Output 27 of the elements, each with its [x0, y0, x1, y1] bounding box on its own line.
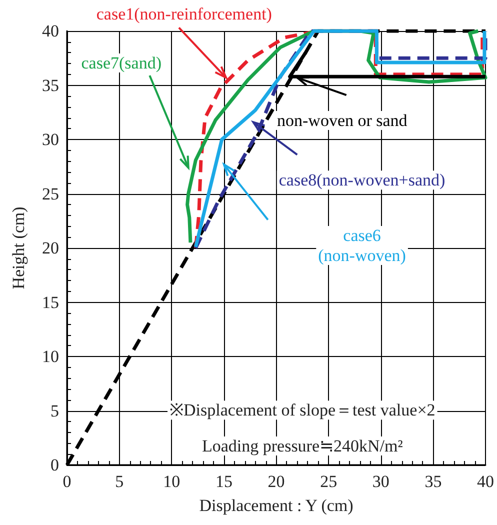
y-tick-label: 15 [42, 292, 59, 312]
x-tick-label: 20 [268, 472, 285, 491]
x-tick-label: 0 [62, 472, 72, 491]
x-axis-title: Displacement : Y (cm) [199, 496, 354, 515]
x-tick-label: 15 [215, 472, 232, 491]
x-tick-label: 35 [424, 472, 442, 491]
y-tick-label: 20 [42, 238, 59, 258]
x-tick-label: 5 [115, 472, 124, 491]
y-axis-title: Height (cm) [9, 206, 28, 290]
y-tick-label: 30 [42, 130, 59, 149]
y-tick-label: 0 [50, 456, 59, 474]
y-tick-label: 40 [42, 22, 59, 40]
legend-label: case8(non-woven+sand) [278, 170, 446, 190]
annotation: ※Displacement of slope＝test value×2 [170, 400, 436, 420]
series-label: case1(non-reinforcement) [96, 4, 272, 24]
x-tick-label: 25 [320, 472, 338, 491]
y-tick-label: 10 [42, 347, 59, 366]
x-tick-label: 40 [477, 472, 494, 491]
y-tick-label: 35 [42, 76, 59, 95]
x-tick-label: 10 [163, 472, 180, 491]
text: case6 (non-woven) [318, 226, 406, 265]
text: case7(sand) [81, 53, 162, 72]
x-tick-label: 30 [372, 472, 390, 491]
y-tick-label: 25 [42, 184, 59, 204]
annotation: Loading pressure≒240kN/m² [202, 436, 403, 456]
y-tick-label: 5 [50, 401, 59, 420]
legend-label: non-woven or sand [277, 110, 408, 130]
